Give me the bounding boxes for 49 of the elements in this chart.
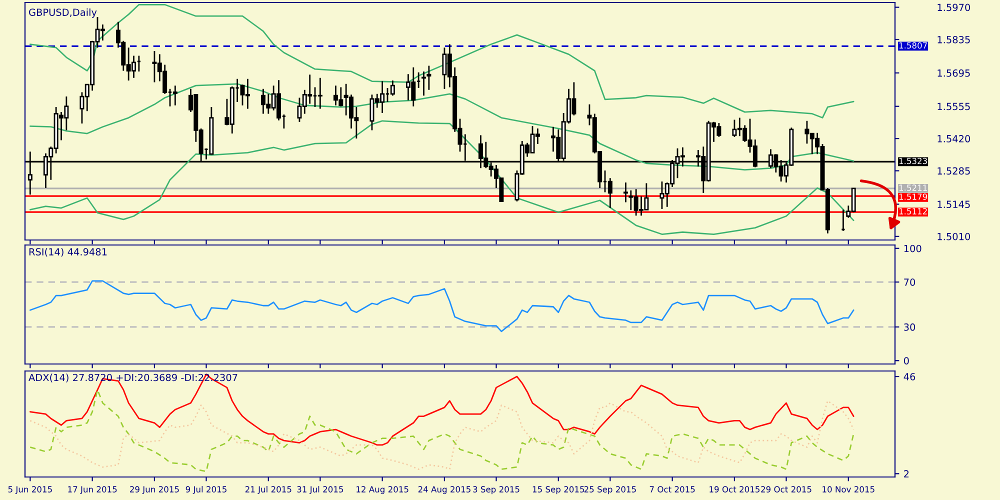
y-tick-label: 1.5555 [938,102,970,110]
candlestick [426,65,432,91]
line-series [29,389,854,472]
y-tick-label: 1.5695 [938,69,970,77]
y-tick-label: 1.5970 [938,4,970,12]
y-tick-label: 2 [904,470,909,478]
candlestick [422,70,426,96]
y-tick-label: 1.5835 [938,36,970,44]
y-tick-label: 0 [904,357,909,364]
y-tick-label: 1.5010 [938,232,970,240]
x-tick-label: 10 Nov 2015 [822,486,874,492]
x-tick-label: 25 Sep 2015 [584,486,636,494]
x-tick-label: 31 Jul 2015 [297,486,344,494]
x-tick-label: 21 Jul 2015 [245,486,292,494]
x-tick-label: 19 Oct 2015 [710,486,760,492]
x-tick-label: 15 Sep 2015 [532,486,584,494]
ref-line-label: 1.5807 [899,42,927,49]
line-series [29,280,854,332]
x-tick-label: 7 Oct 2015 [650,486,695,492]
x-tick-label: 12 Aug 2015 [356,486,408,494]
x-tick-label: 17 Jun 2015 [68,486,117,494]
y-tick-label: 46 [904,373,916,380]
x-tick-label: 3 Sep 2015 [473,486,520,494]
chart-title: RSI(14) 44.9481 [29,248,107,257]
y-tick-label: 70 [904,278,916,286]
ref-line-label: 1.5211 [899,184,927,191]
y-tick-label: 30 [904,323,916,331]
candlestick [318,77,322,110]
ref-line-label: 1.5179 [899,194,928,200]
ref-line-label: 1.5323 [899,158,927,164]
y-tick-label: 1.5420 [938,135,970,142]
x-tick-label: 24 Aug 2015 [418,486,470,494]
candlestick [840,208,846,232]
text: GBPUSD,Daily [29,8,97,18]
candlestick [623,182,628,203]
line-series [29,4,854,118]
y-tick-label: 100 [904,244,922,252]
x-tick-label: 9 Jul 2015 [186,486,226,494]
x-tick-label: 29 Oct 2015 [761,486,812,492]
line-series [29,400,854,470]
candlestick [172,84,178,106]
x-tick-label: 5 Jun 2015 [8,486,52,494]
y-tick-label: 1.5285 [938,167,970,175]
ref-line-label: 1.5112 [899,208,927,214]
line-series [29,83,854,171]
y-tick-label: 1.5145 [938,200,970,208]
line-series [29,374,854,446]
line-series [29,120,854,235]
x-tick-label: 29 Jun 2015 [130,486,179,494]
